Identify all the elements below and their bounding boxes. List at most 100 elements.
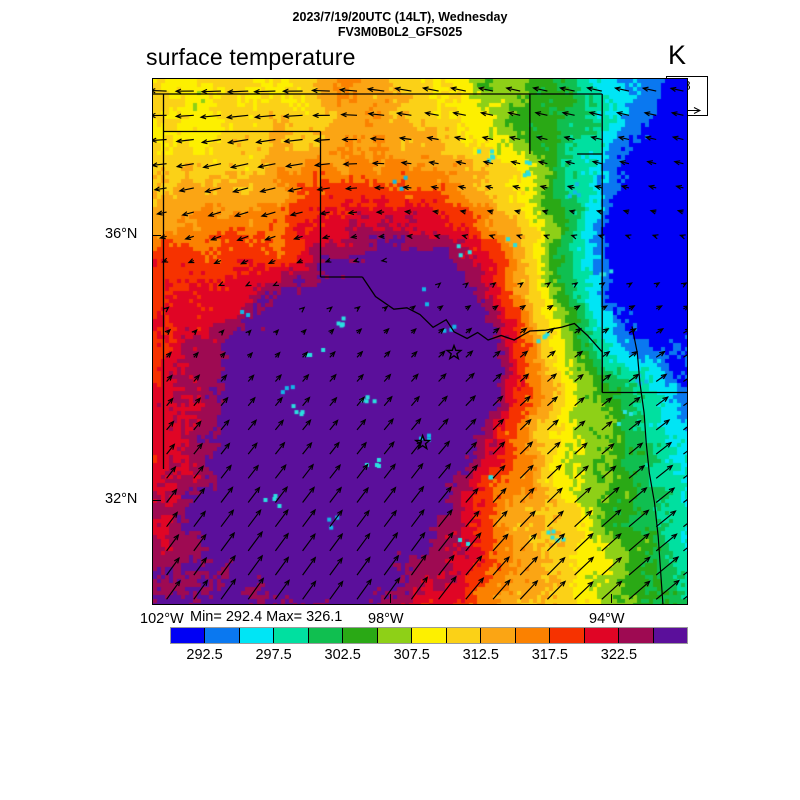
colorbar-tick-292.5: 292.5 xyxy=(186,647,223,663)
wind-vector-arrow xyxy=(574,487,592,503)
wind-vector-arrow xyxy=(369,136,385,142)
wind-vector-arrow xyxy=(229,163,249,169)
wind-vector-arrow xyxy=(546,580,567,600)
wind-vector-arrow xyxy=(217,281,225,287)
wind-vector-arrow xyxy=(400,160,412,166)
wind-vector-arrow xyxy=(655,396,669,407)
wind-vector-arrow xyxy=(492,510,508,528)
wind-vector-arrow xyxy=(193,397,202,407)
wind-vector-arrow xyxy=(628,580,651,600)
wind-vector-arrow xyxy=(465,487,479,503)
wind-vector-arrow xyxy=(302,396,311,407)
wind-vector-arrow xyxy=(597,234,605,240)
wind-vector-arrow xyxy=(655,373,668,382)
wind-vector-arrow xyxy=(193,420,202,431)
wind-vector-arrow xyxy=(574,556,595,576)
wind-vector-arrow xyxy=(247,486,261,503)
wind-vector-arrow xyxy=(193,556,208,576)
wind-vector-arrow xyxy=(253,114,276,120)
wind-vector-arrow xyxy=(329,373,337,382)
wind-vector-arrow xyxy=(655,533,678,552)
wind-vector-arrow xyxy=(302,441,313,455)
wind-vector-arrow xyxy=(508,135,521,141)
wind-vector-arrow xyxy=(220,554,236,576)
colorbar-swatch-5 xyxy=(343,628,378,643)
wind-vector-arrow xyxy=(366,87,385,93)
wind-vector-arrow xyxy=(574,305,581,311)
wind-vector-arrow xyxy=(380,257,388,263)
colorbar[interactable] xyxy=(170,627,688,644)
wind-vector-arrow xyxy=(274,486,289,503)
wind-vector-arrow xyxy=(181,211,194,217)
colorbar-swatch-7 xyxy=(412,628,447,643)
wind-vector-arrow xyxy=(383,509,397,528)
wind-vector-arrow xyxy=(302,486,315,503)
wind-vector-arrow xyxy=(302,463,314,479)
wind-vector-arrow xyxy=(329,486,343,503)
wind-vector-arrow xyxy=(356,441,367,455)
wind-vector-arrow xyxy=(628,486,648,503)
colorbar-swatch-11 xyxy=(550,628,585,643)
wind-vector-arrow xyxy=(492,533,509,552)
lat-axis-tick xyxy=(152,500,161,501)
map-plot-area[interactable] xyxy=(152,78,688,605)
wind-vector-arrow xyxy=(350,233,358,240)
wind-vector-arrow xyxy=(220,419,230,431)
wind-vector-arrow xyxy=(342,161,358,167)
wind-vector-arrow xyxy=(492,556,510,576)
wind-vector-arrow xyxy=(438,462,452,479)
wind-vector-arrow xyxy=(628,373,640,382)
lat-axis-label: 36°N xyxy=(105,226,138,242)
wind-vector-arrow xyxy=(547,396,559,407)
wind-vector-arrow xyxy=(655,487,676,503)
wind-vector-arrow xyxy=(601,305,608,311)
wind-vector-arrow xyxy=(340,112,358,118)
wind-vector-arrow xyxy=(220,578,237,600)
wind-vector-arrow xyxy=(539,184,548,190)
wind-vector-arrow xyxy=(574,442,588,455)
wind-vector-arrow xyxy=(519,464,534,479)
wind-vector-arrow xyxy=(519,327,528,334)
colorbar-tick-317.5: 317.5 xyxy=(531,647,569,663)
wind-vector-arrow xyxy=(166,488,178,503)
wind-vector-arrow xyxy=(383,554,400,576)
wind-vector-arrow xyxy=(574,350,584,358)
wind-vector-arrow xyxy=(245,329,252,336)
wind-vector-arrow xyxy=(586,86,602,92)
colorbar-tick-307.5: 307.5 xyxy=(393,647,430,663)
wind-vector-arrow xyxy=(492,327,500,334)
wind-vector-arrow xyxy=(628,442,644,455)
wind-vector-arrow xyxy=(683,402,687,407)
wind-vector-arrow xyxy=(158,234,167,240)
wind-vector-arrow xyxy=(465,350,474,358)
wind-vector-arrow xyxy=(492,464,506,479)
wind-vector-arrow xyxy=(310,87,330,94)
wind-vector-arrow xyxy=(675,184,684,190)
wind-vector-arrow xyxy=(410,328,417,335)
wind-vector-arrow xyxy=(166,397,174,407)
wind-vector-arrow xyxy=(628,464,646,479)
wind-vector-arrow xyxy=(410,508,425,528)
wind-vector-arrow xyxy=(628,350,639,358)
wind-vector-arrow xyxy=(482,160,494,166)
wind-vector-arrow xyxy=(259,187,276,193)
wind-vector-arrow xyxy=(166,533,180,552)
temperature-field-heatmap xyxy=(153,79,687,604)
wind-vector-arrow xyxy=(574,532,594,552)
wind-vector-arrow xyxy=(239,259,249,265)
wind-vector-arrow xyxy=(356,396,365,407)
wind-vector-arrow xyxy=(319,210,330,216)
wind-vector-arrow xyxy=(347,209,358,216)
colorbar-swatch-0 xyxy=(171,628,206,643)
wind-vector-arrow xyxy=(424,111,439,117)
wind-vector-arrow xyxy=(200,88,222,95)
wind-vector-arrow xyxy=(449,86,466,92)
wind-vector-arrow xyxy=(465,395,477,407)
wind-vector-arrow xyxy=(433,233,441,240)
wind-vector-arrow xyxy=(193,442,203,455)
wind-vector-arrow xyxy=(247,530,263,552)
wind-vector-arrow xyxy=(356,509,370,528)
wind-vector-arrow xyxy=(481,135,494,141)
wind-vector-arrow xyxy=(507,111,521,117)
wind-vector-arrow xyxy=(383,576,401,600)
